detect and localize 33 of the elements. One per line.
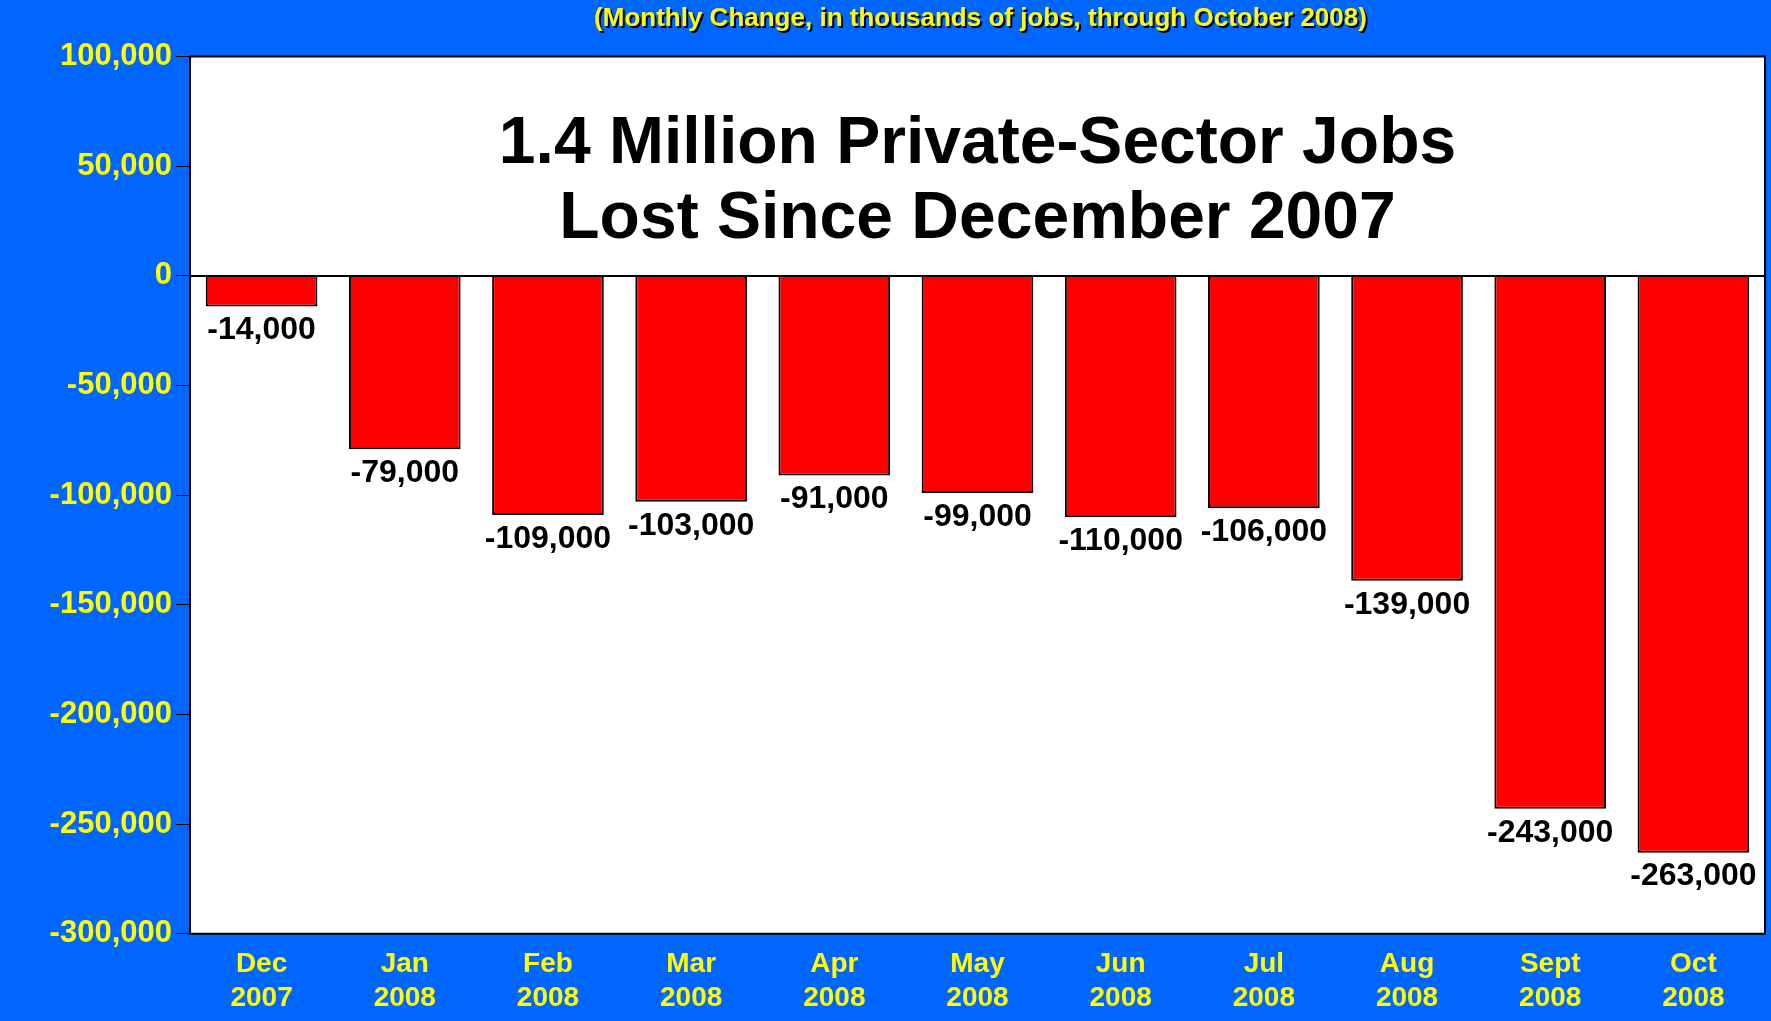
y-tick-label: -300,000 <box>49 914 172 950</box>
data-label: -99,000 <box>923 496 1032 533</box>
x-tick-label: Jun 2008 <box>1089 947 1152 1012</box>
data-label: -14,000 <box>207 310 316 347</box>
data-label: -139,000 <box>1343 584 1471 621</box>
data-label: -103,000 <box>627 505 755 542</box>
y-tick-label: -100,000 <box>49 475 172 511</box>
x-tick-label: Apr 2008 <box>803 947 866 1012</box>
x-tick-label: Dec 2007 <box>230 947 293 1012</box>
data-label: -106,000 <box>1200 512 1328 549</box>
x-tick-label: Aug 2008 <box>1375 947 1439 1012</box>
x-tick-label: May 2008 <box>946 947 1009 1012</box>
x-tick-label: Feb 2008 <box>516 947 580 1012</box>
text: 1.4 Million Private-Sector Jobs Lost Since December 2007 <box>498 102 1457 252</box>
data-label: -109,000 <box>484 518 612 555</box>
y-tick-label: -150,000 <box>49 585 172 621</box>
data-label: -110,000 <box>1058 520 1183 557</box>
y-tick-label: -50,000 <box>66 366 172 402</box>
x-tick-label: Oct 2008 <box>1662 947 1725 1012</box>
data-label: -243,000 <box>1487 812 1614 849</box>
y-tick-label: 0 <box>154 256 172 292</box>
data-label: -263,000 <box>1630 856 1757 893</box>
x-tick-label: Jan 2008 <box>373 947 436 1012</box>
x-tick-label: Jul 2008 <box>1232 947 1296 1012</box>
data-label: -79,000 <box>350 452 460 489</box>
data-label: -91,000 <box>780 479 889 516</box>
y-tick-label: 100,000 <box>59 37 172 73</box>
y-tick-label: -200,000 <box>49 695 172 731</box>
y-tick-label: 50,000 <box>77 146 172 182</box>
chart-subtitle: (Monthly Change, in thousands of jobs, through October 2008) <box>593 1 1368 34</box>
y-tick-label: -250,000 <box>49 804 172 840</box>
x-tick-label: Mar 2008 <box>659 947 723 1012</box>
x-tick-label: Sept 2008 <box>1519 947 1582 1012</box>
